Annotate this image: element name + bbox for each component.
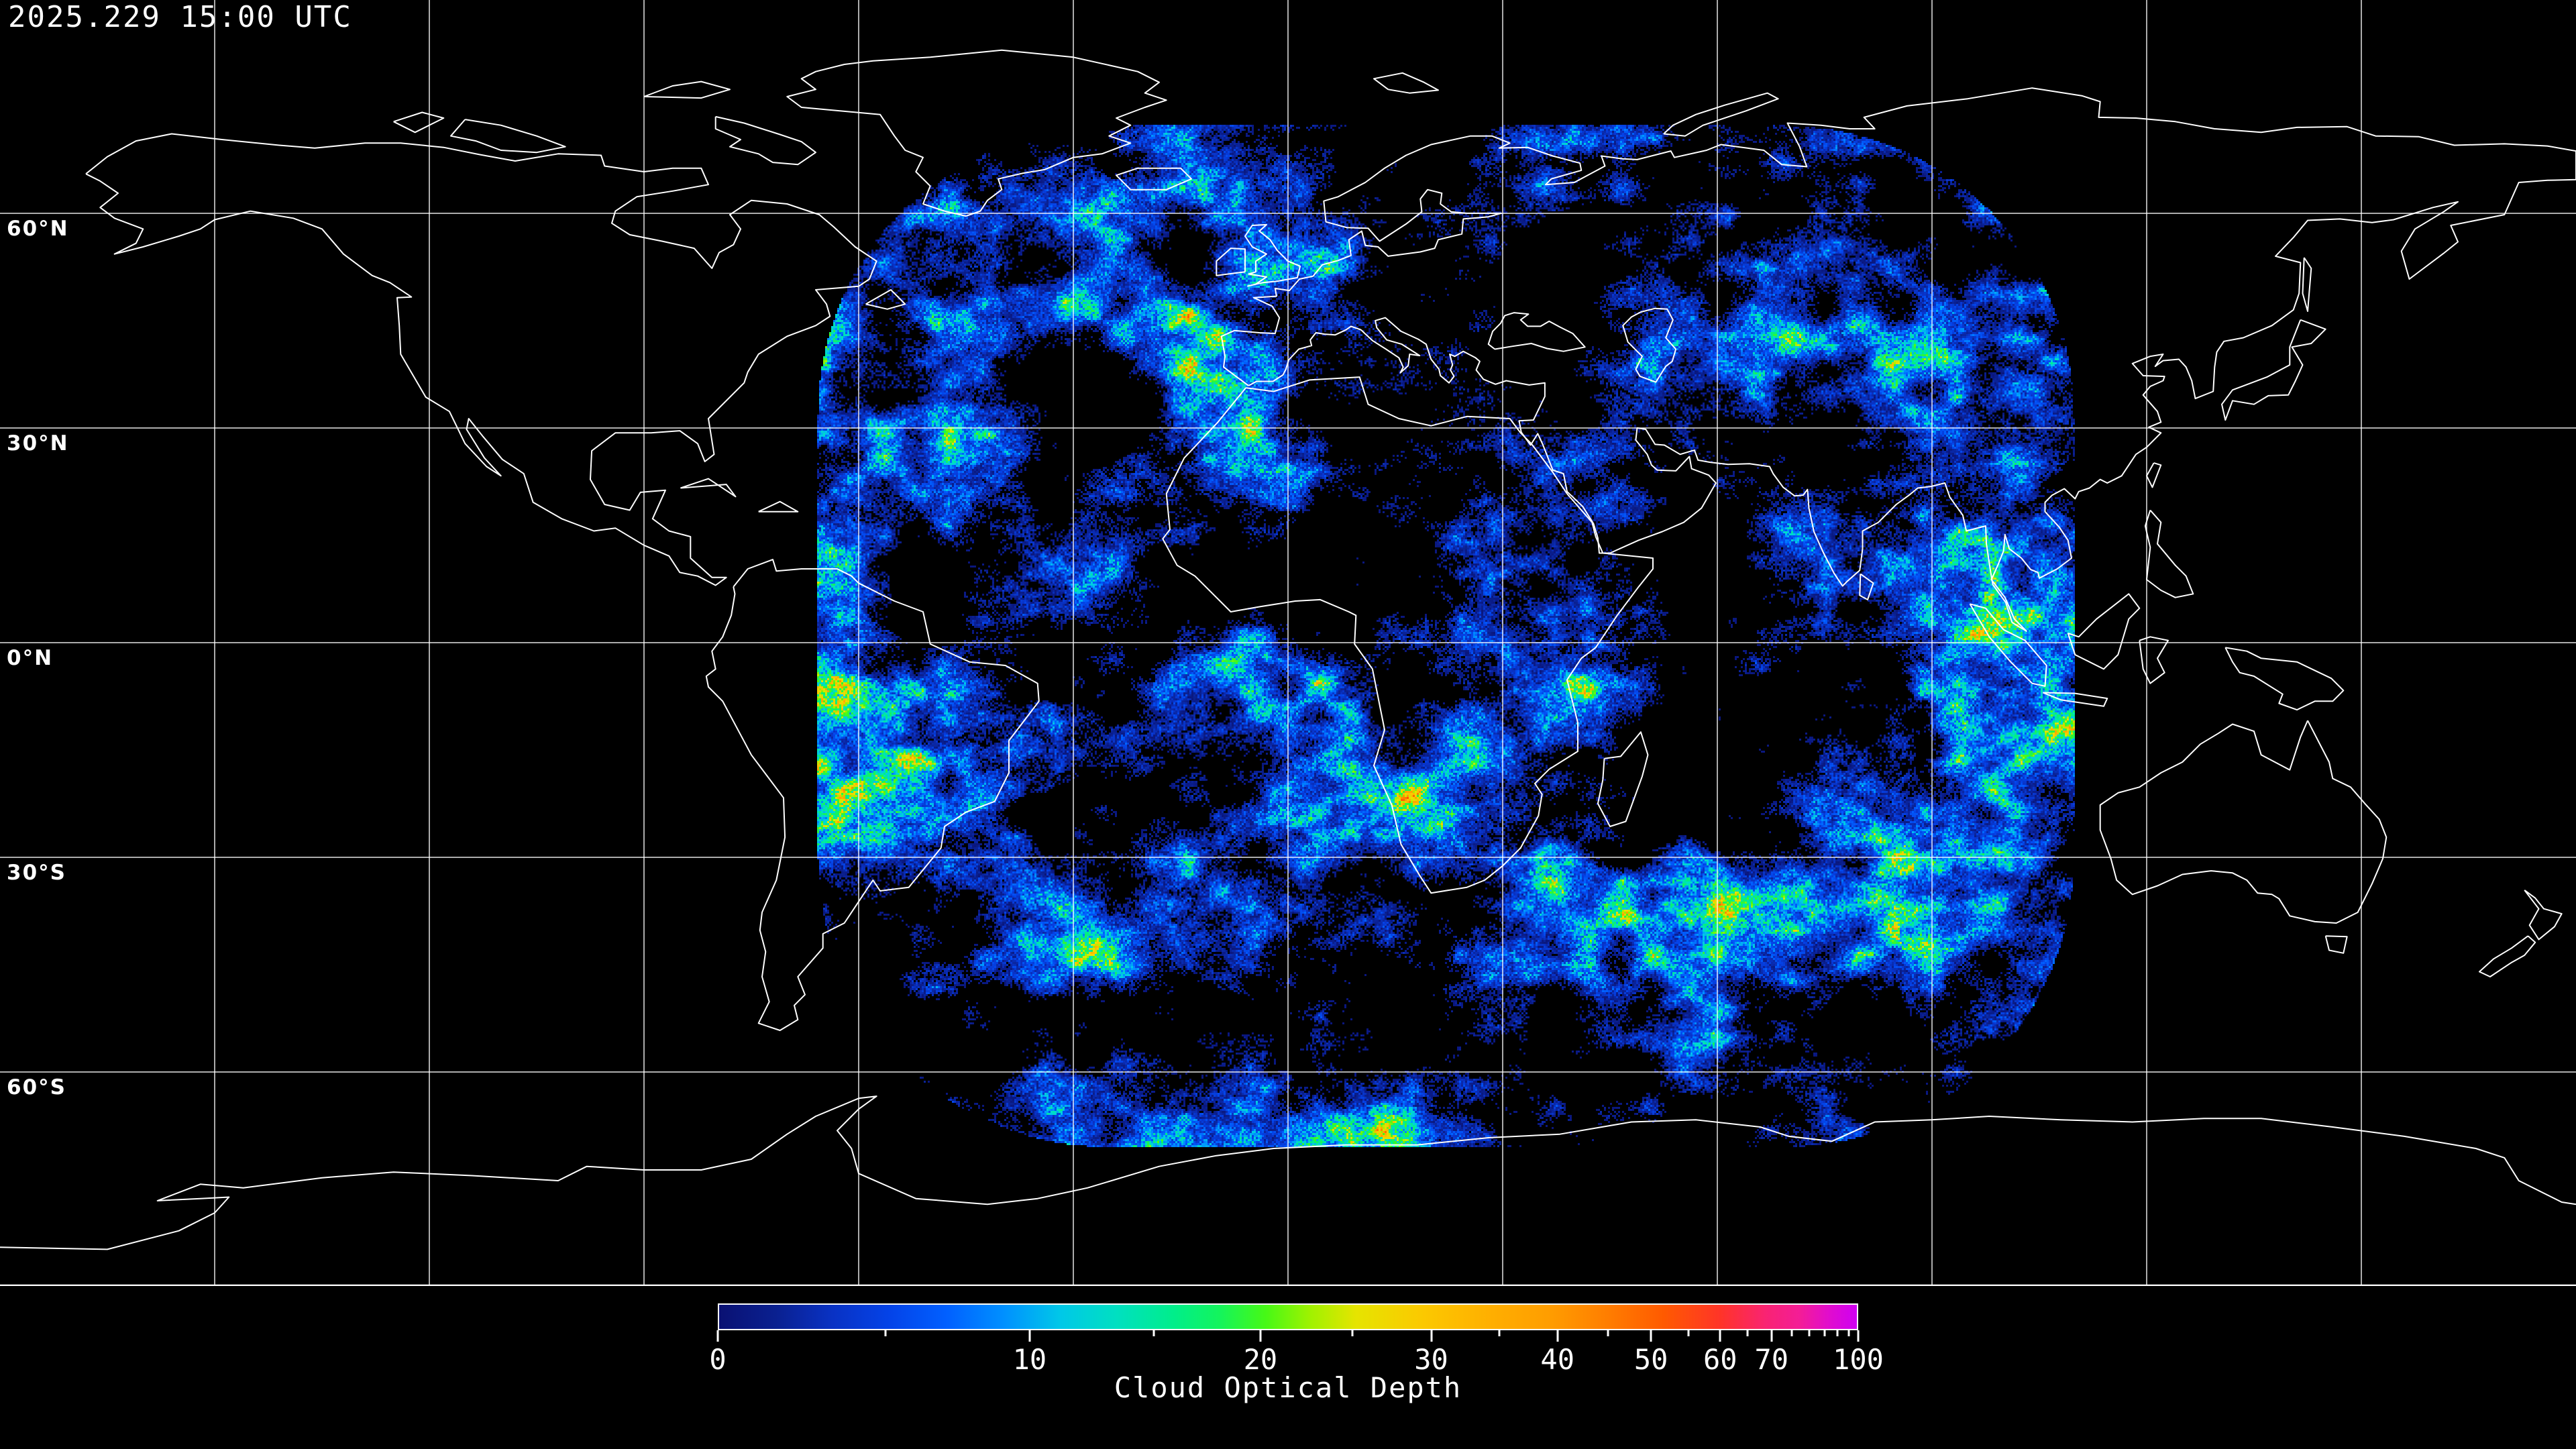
colorbar-tick-label: 0 bbox=[709, 1343, 727, 1376]
latitude-label: 60°S bbox=[7, 1075, 66, 1099]
colorbar-major-tick bbox=[716, 1330, 719, 1342]
coastline-eurasia bbox=[1220, 87, 2576, 632]
coastline-united-kingdom bbox=[1244, 223, 1301, 287]
colorbar-major-tick bbox=[1259, 1330, 1262, 1342]
coastline-sakhalin bbox=[2302, 257, 2312, 312]
coastline-south-america bbox=[705, 559, 1040, 1031]
colorbar-minor-tick bbox=[884, 1330, 887, 1336]
colorbar-minor-tick bbox=[1790, 1330, 1793, 1336]
colorbar-major-tick bbox=[1556, 1330, 1559, 1342]
coastline-ellesmere-island bbox=[643, 80, 731, 99]
coastline-north-america bbox=[85, 133, 877, 586]
coastline-new-zealand-south bbox=[2479, 935, 2536, 977]
colorbar-minor-tick bbox=[1687, 1330, 1690, 1336]
colorbar-major-tick bbox=[1719, 1330, 1721, 1342]
coastline-japan bbox=[2221, 319, 2326, 421]
world-map-overlay bbox=[0, 0, 2576, 1286]
coastline-africa bbox=[1162, 376, 1654, 894]
colorbar-major-tick bbox=[1650, 1330, 1652, 1342]
coastline-sumatra bbox=[1969, 603, 2047, 687]
coastline-newfoundland bbox=[865, 289, 906, 310]
latitude-label: 30°S bbox=[7, 861, 66, 885]
colorbar bbox=[718, 1303, 1858, 1330]
coastline-novaya-zemlya bbox=[1663, 92, 1779, 137]
colorbar-minor-tick bbox=[1498, 1330, 1501, 1336]
coastline-svalbard bbox=[1373, 72, 1439, 94]
colorbar-title: Cloud Optical Depth bbox=[1114, 1371, 1462, 1404]
coastline-hispaniola bbox=[758, 500, 799, 513]
colorbar-tick-label: 10 bbox=[1012, 1343, 1047, 1376]
coastline-sulawesi bbox=[2139, 636, 2169, 684]
colorbar-tick-label: 60 bbox=[1703, 1343, 1737, 1376]
coastline-java bbox=[2042, 692, 2108, 707]
coastline-baffin-island bbox=[714, 115, 816, 166]
coastline-taiwan bbox=[2146, 462, 2162, 488]
coastline-black-sea bbox=[1487, 312, 1586, 352]
coastline-caspian-sea bbox=[1622, 307, 1677, 383]
coastline-greenland bbox=[786, 49, 1167, 217]
coastline-borneo bbox=[2067, 593, 2141, 670]
colorbar-tick-label: 70 bbox=[1754, 1343, 1789, 1376]
coastline-australia bbox=[2099, 720, 2387, 924]
colorbar-minor-tick bbox=[1746, 1330, 1749, 1336]
latitude-label: 60°N bbox=[7, 217, 69, 241]
coastline-madagascar bbox=[1597, 731, 1649, 827]
latitude-label: 30°N bbox=[7, 431, 69, 455]
coastline-new-zealand-north bbox=[2524, 890, 2563, 941]
colorbar-minor-tick bbox=[1607, 1330, 1609, 1336]
coastline-antarctica bbox=[0, 1095, 2576, 1250]
coastline-sri-lanka bbox=[1859, 573, 1874, 600]
colorbar-minor-tick bbox=[1152, 1330, 1155, 1336]
colorbar-tick-label: 30 bbox=[1414, 1343, 1448, 1376]
colorbar-minor-tick bbox=[1823, 1330, 1826, 1336]
coastline-philippines bbox=[2144, 509, 2194, 598]
colorbar-minor-tick bbox=[1351, 1330, 1354, 1336]
colorbar-tick-label: 50 bbox=[1633, 1343, 1668, 1376]
colorbar-tick-label: 100 bbox=[1833, 1343, 1884, 1376]
colorbar-major-tick bbox=[1857, 1330, 1860, 1342]
latitude-label: 0°N bbox=[7, 646, 54, 670]
coastline-ireland bbox=[1216, 248, 1246, 276]
coastline-new-guinea bbox=[2224, 647, 2345, 711]
colorbar-major-tick bbox=[1770, 1330, 1773, 1342]
colorbar-major-tick bbox=[1028, 1330, 1031, 1342]
colorbar-major-tick bbox=[1430, 1330, 1433, 1342]
colorbar-minor-tick bbox=[1836, 1330, 1839, 1336]
coastline-tasmania bbox=[2324, 935, 2348, 954]
coastline-cuba bbox=[680, 478, 737, 498]
colorbar-tick-label: 40 bbox=[1540, 1343, 1574, 1376]
colorbar-minor-tick bbox=[1808, 1330, 1811, 1336]
coastline-iceland bbox=[1116, 167, 1192, 191]
coastline-banks-island bbox=[393, 111, 445, 133]
timestamp: 2025.229 15:00 UTC bbox=[8, 0, 352, 34]
colorbar-tick-label: 20 bbox=[1243, 1343, 1278, 1376]
coastline-victoria-island bbox=[450, 119, 566, 154]
colorbar-gradient bbox=[719, 1305, 1857, 1329]
colorbar-minor-tick bbox=[1847, 1330, 1850, 1336]
